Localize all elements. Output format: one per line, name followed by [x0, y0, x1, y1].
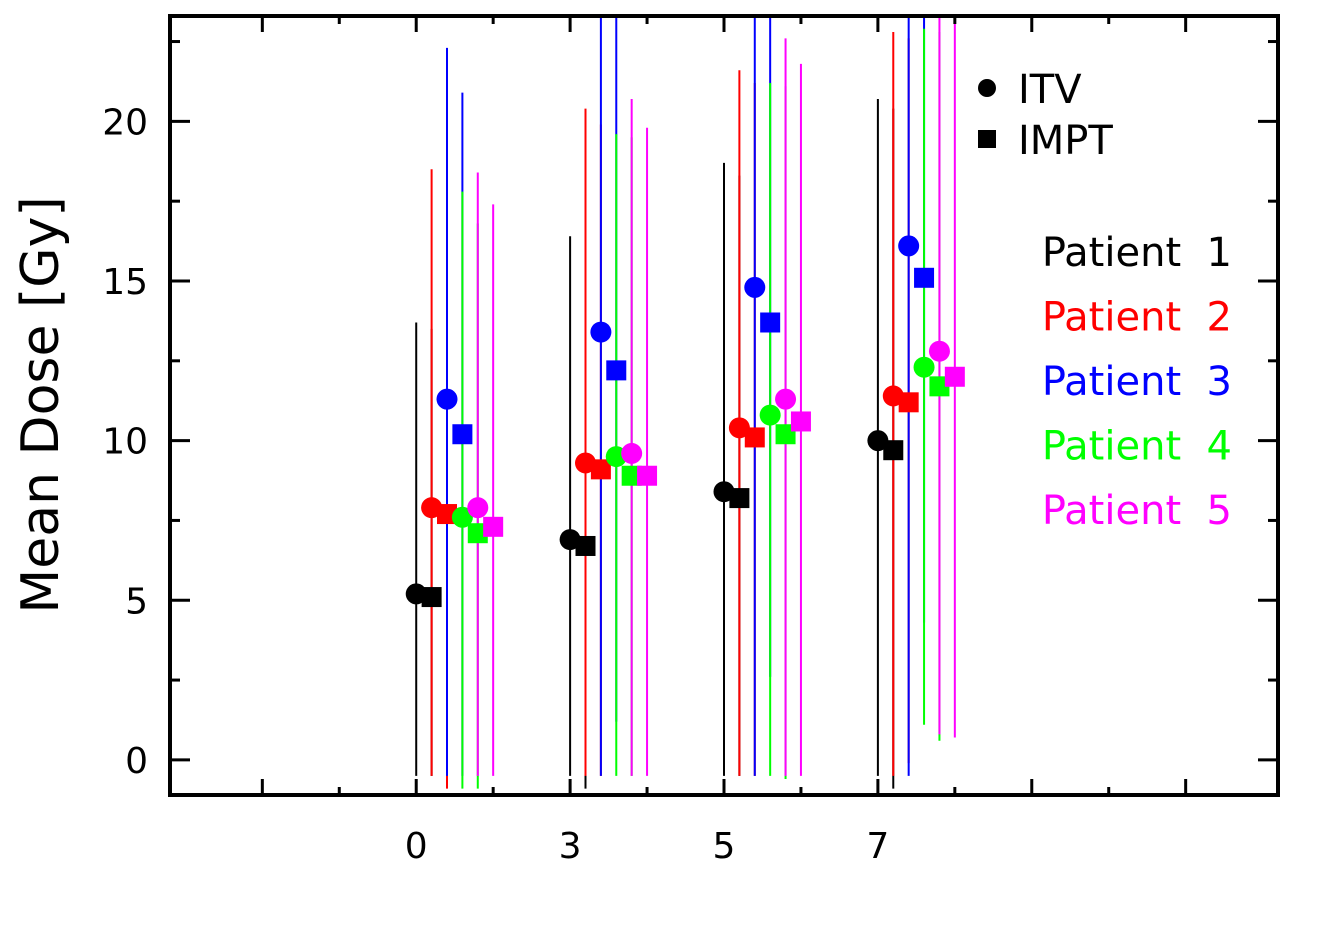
itv-point: [451, 506, 473, 528]
itv-point: [467, 497, 489, 519]
itv-point: [882, 385, 904, 407]
itv-point: [713, 481, 735, 503]
x-tick-label: 5: [713, 826, 736, 867]
y-tick-label: 15: [102, 262, 148, 303]
x-tick-label: 3: [559, 826, 582, 867]
y-tick-label: 20: [102, 102, 148, 143]
itv-point: [559, 529, 581, 551]
impt-point: [590, 459, 611, 480]
impt-point: [929, 376, 950, 397]
impt-point: [452, 424, 473, 445]
impt-point: [898, 392, 919, 413]
legend-series-label: Patient 3: [1042, 359, 1232, 405]
impt-point: [914, 267, 935, 288]
impt-point: [437, 504, 457, 525]
y-tick-label: 10: [102, 422, 148, 463]
impt-point: [790, 411, 811, 432]
itv-point: [590, 321, 612, 343]
impt-point: [760, 312, 781, 333]
impt-point: [606, 360, 627, 381]
impt-point: [744, 427, 765, 448]
itv-point: [744, 276, 766, 298]
itv-point: [728, 417, 750, 439]
legend-itv-marker: [978, 79, 996, 97]
itv-point: [913, 356, 935, 378]
impt-point: [637, 465, 658, 486]
axis-ticks: 0 3 5 7 0 5 10 15 20: [102, 16, 1278, 867]
y-tick-label: 0: [125, 741, 148, 782]
legend-series-label: Patient 2: [1042, 295, 1232, 341]
x-tick-label: 0: [405, 826, 428, 867]
y-tick-label: 5: [125, 581, 148, 622]
legend-series-label: Patient 5: [1042, 488, 1232, 534]
impt-point: [421, 587, 442, 608]
legend-itv-label: ITV: [1018, 67, 1082, 113]
impt-point: [575, 535, 596, 556]
impt-point: [944, 366, 965, 387]
impt-point: [883, 440, 904, 461]
itv-point: [621, 442, 643, 464]
itv-point: [575, 452, 596, 474]
y-axis-title: Mean Dose [Gy]: [11, 196, 71, 613]
impt-point: [467, 523, 488, 544]
itv-point: [928, 340, 950, 362]
itv-point: [436, 388, 458, 410]
legend-impt-label: IMPT: [1018, 118, 1113, 164]
legend-impt-marker: [978, 130, 996, 148]
itv-point: [421, 497, 443, 519]
itv-point: [759, 404, 781, 426]
x-tick-label: 7: [866, 826, 889, 867]
itv-point: [405, 583, 427, 605]
impt-point: [483, 516, 504, 537]
impt-point: [621, 465, 642, 486]
itv-point: [775, 388, 797, 410]
plot-area: [405, 16, 965, 789]
impt-point: [729, 488, 750, 509]
legend: ITV IMPT Patient 1 Patient 2 Patient 3 Patien…: [978, 67, 1232, 534]
itv-point: [898, 235, 920, 257]
legend-series-label: Patient 1: [1042, 230, 1232, 276]
itv-point: [867, 430, 889, 452]
impt-point: [775, 424, 796, 445]
legend-series-label: Patient 4: [1042, 424, 1232, 470]
